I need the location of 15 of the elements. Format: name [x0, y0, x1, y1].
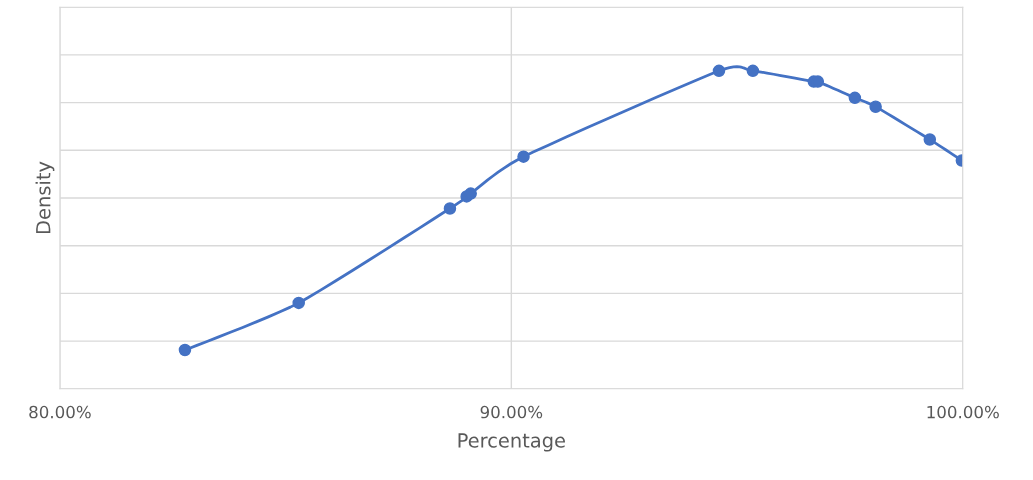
x-axis-title: Percentage: [458, 433, 565, 452]
point: [517, 150, 530, 163]
y-axis-title: Density: [35, 161, 55, 234]
point: [848, 91, 862, 105]
x-tick-label: 90.00%: [480, 405, 543, 419]
x-tick-label: 80.00%: [29, 405, 91, 419]
point: [923, 133, 937, 146]
point: [869, 100, 882, 113]
point: [464, 187, 477, 200]
x-tick-label: 100.00%: [927, 405, 999, 419]
point: [292, 296, 305, 310]
point: [443, 202, 457, 215]
point: [178, 343, 192, 357]
point: [712, 64, 726, 78]
point: [746, 64, 760, 78]
